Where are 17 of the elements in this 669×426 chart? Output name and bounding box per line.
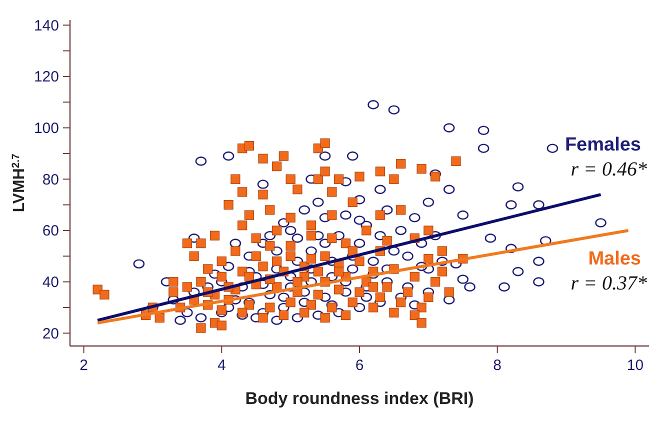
annotation: r = 0.46* bbox=[570, 158, 647, 181]
series-label: Females bbox=[564, 134, 641, 156]
y-tick-label: 60 bbox=[42, 222, 59, 240]
y-tick-label: 40 bbox=[42, 274, 59, 292]
x-tick-label: 8 bbox=[493, 357, 502, 374]
y-tick-label: 80 bbox=[42, 171, 59, 188]
x-tick-label: 2 bbox=[80, 357, 88, 374]
annotation: r = 0.37* bbox=[570, 272, 647, 294]
x-tick-label: 10 bbox=[626, 357, 644, 374]
x-axis-title: Body roundness index (BRI) bbox=[245, 389, 474, 408]
y-tick-label: 100 bbox=[34, 120, 59, 138]
y-tick-label: 20 bbox=[42, 325, 59, 342]
y-tick-label: 120 bbox=[34, 68, 59, 86]
x-tick-label: 6 bbox=[355, 357, 364, 374]
text: Males bbox=[588, 248, 641, 270]
y-tick-label: 140 bbox=[34, 17, 59, 34]
x-tick-label: 4 bbox=[217, 357, 226, 374]
